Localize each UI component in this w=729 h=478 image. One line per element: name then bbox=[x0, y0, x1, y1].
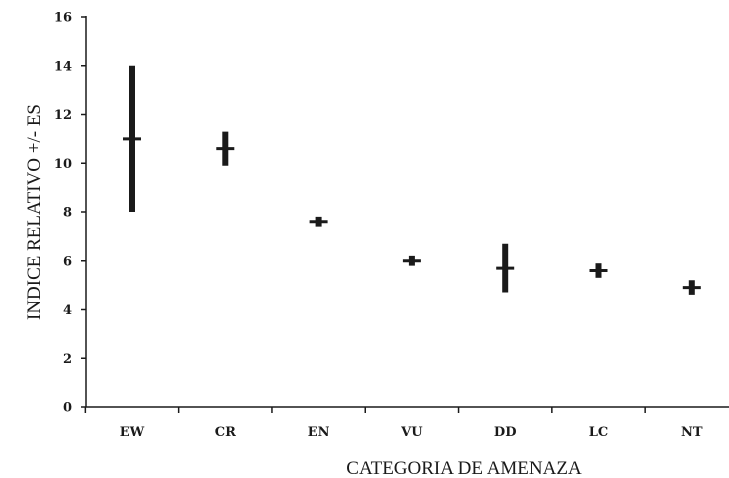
axes bbox=[85, 16, 729, 408]
x-tick-label: LC bbox=[589, 425, 609, 440]
x-tick-label: VU bbox=[400, 425, 423, 440]
y-axis-title: INDICE RELATIVO +/- ES bbox=[24, 104, 45, 320]
y-tick-label: 2 bbox=[63, 352, 72, 367]
x-tick-label: EW bbox=[120, 425, 145, 440]
y-tick-label: 8 bbox=[63, 206, 72, 221]
data-point bbox=[496, 243, 515, 293]
data-point bbox=[216, 131, 235, 166]
data-point bbox=[402, 255, 421, 266]
y-tick-label: 0 bbox=[63, 401, 72, 416]
y-tick-label: 16 bbox=[54, 11, 72, 26]
data-point bbox=[309, 216, 328, 227]
x-tick-label: CR bbox=[215, 425, 236, 440]
x-tick-label: DD bbox=[494, 425, 517, 440]
data-marks bbox=[123, 65, 701, 295]
y-tick-label: 10 bbox=[54, 157, 72, 172]
y-tick-label: 12 bbox=[54, 108, 72, 123]
y-tick-label: 14 bbox=[54, 59, 72, 74]
x-axis-ticks: EW CR EN VU DD LC NT bbox=[84, 407, 703, 440]
x-axis-title: CATEGORIA DE AMENAZA bbox=[346, 458, 582, 478]
x-tick-label: EN bbox=[308, 425, 330, 440]
x-tick-label: NT bbox=[681, 425, 703, 440]
y-tick-label: 4 bbox=[63, 303, 72, 318]
data-point bbox=[123, 65, 141, 212]
y-axis-ticks: 0 2 4 6 8 10 12 14 16 bbox=[54, 11, 86, 416]
data-point bbox=[682, 280, 701, 295]
y-tick-label: 6 bbox=[63, 254, 72, 269]
data-point bbox=[589, 263, 608, 278]
